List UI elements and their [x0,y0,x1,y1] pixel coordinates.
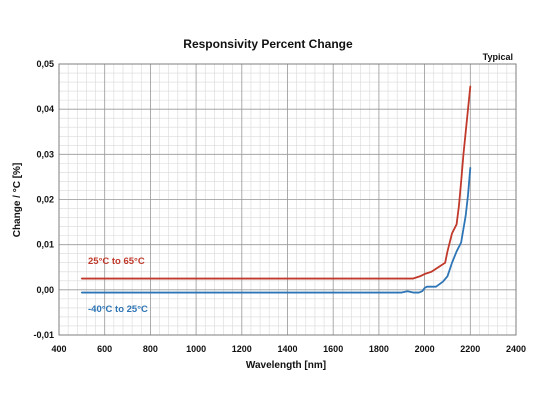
x-tick-label: 2000 [415,344,435,354]
x-tick-label: 1400 [277,344,297,354]
chart-note: Typical [483,52,513,62]
series-line-1 [80,166,472,294]
y-axis-ticks: -0,01 0,00 0,01 0,02 0,03 0,04 0,05 [33,59,54,340]
y-tick-label: 0,01 [36,240,54,250]
x-tick-label: 1200 [232,344,252,354]
y-tick-label: 0,03 [36,149,54,159]
series-layer [80,85,472,294]
chart-title: Responsivity Percent Change [183,37,353,51]
x-tick-label: 800 [143,344,158,354]
x-tick-label: 1800 [369,344,389,354]
x-tick-label: 1600 [323,344,343,354]
x-axis-ticks: 400 600 800 1000 1200 1400 1600 1800 2000 2200 240… [51,344,526,354]
x-tick-label: 2400 [506,344,526,354]
x-tick-label: 1000 [186,344,206,354]
x-tick-label: 400 [51,344,66,354]
y-tick-label: 0,05 [36,59,54,69]
y-tick-label: 0,00 [36,285,54,295]
series-line-0 [80,85,472,280]
y-axis-label: Change / °C [%] [12,163,23,238]
series-label-minus40c-to-25c: -40°C to 25°C [88,304,148,315]
series-label-25c-to-65c: 25°C to 65°C [88,256,145,267]
x-axis-label: Wavelength [nm] [246,360,326,371]
plot-area-frame [58,63,517,336]
y-tick-label: -0,01 [33,330,54,340]
y-tick-label: 0,02 [36,195,54,205]
y-tick-label: 0,04 [36,104,54,114]
x-tick-label: 2200 [460,344,480,354]
x-tick-label: 600 [97,344,112,354]
